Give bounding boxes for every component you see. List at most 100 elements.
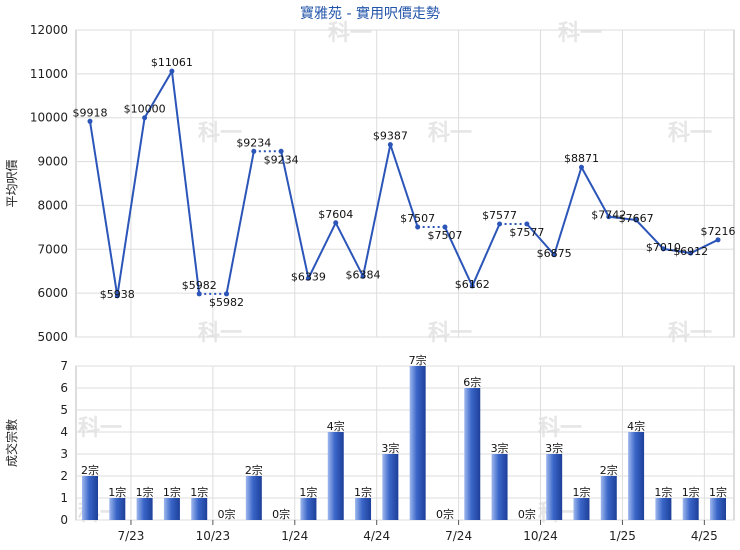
price-point-label: $7216 [701, 225, 736, 238]
volume-bar-label: 1宗 [654, 485, 672, 499]
price-point-label: $8871 [564, 152, 599, 165]
volume-bar-label: 3宗 [491, 441, 509, 455]
xtick-label: 10/24 [523, 529, 558, 543]
price-point [524, 221, 530, 227]
volume-bar [628, 432, 645, 520]
price-point-label: $7577 [482, 209, 517, 222]
volume-bar-label: 3宗 [381, 441, 399, 455]
watermark-text: 科一 [198, 321, 242, 346]
price-point-label: $6384 [346, 268, 381, 281]
price-axis-title: 平均呎價 [5, 159, 19, 207]
price-line-segment [170, 71, 201, 295]
price-point-label: $5938 [100, 288, 135, 301]
volume-bar [655, 498, 672, 520]
xtick-label: 1/24 [281, 529, 308, 543]
volume-bar [491, 454, 508, 520]
price-line-segment [280, 151, 310, 279]
price-point-label: $6162 [455, 278, 490, 291]
price-point-label: $9234 [264, 153, 299, 166]
price-point-label: $9387 [373, 130, 408, 143]
price-ytick-label: 8000 [37, 198, 68, 212]
volume-ytick-label: 4 [60, 425, 68, 439]
volume-bar [710, 498, 726, 520]
watermark-text: 科一 [538, 416, 582, 441]
price-point-label: $11061 [151, 56, 193, 69]
price-line-segment [143, 70, 173, 119]
volume-ytick-label: 7 [60, 359, 68, 373]
volume-bar [136, 498, 153, 520]
volume-bar-label: 1宗 [190, 485, 208, 499]
volume-bar-label: 0宗 [436, 507, 454, 521]
volume-bar-label: 0宗 [272, 507, 290, 521]
price-point-label: $6912 [673, 245, 708, 258]
price-point-label: $7010 [646, 241, 681, 254]
volume-bar-label: 6宗 [463, 375, 481, 389]
price-grid [75, 29, 735, 338]
volume-bar [382, 454, 399, 520]
price-point-label: $7667 [619, 212, 654, 225]
price-point [578, 164, 584, 170]
volume-axis-title: 成交宗數 [4, 419, 19, 467]
volume-bar-label: 1宗 [682, 485, 700, 499]
price-point [660, 246, 666, 252]
price-ytick-label: 6000 [37, 286, 68, 300]
data-labels: 2宗 1宗 1宗 1宗 1宗 0宗 2宗 0宗 1宗 4宗 1宗 3宗 7宗 0宗 6宗 3宗 0宗 3宗 1宗 2宗… [73, 56, 736, 521]
price-line-segment [580, 166, 610, 218]
price-point-label: $9234 [236, 136, 271, 149]
volume-bar [682, 498, 699, 520]
xtick-label: 7/23 [117, 529, 144, 543]
xtick-label: 7/24 [445, 529, 472, 543]
watermark-text: 科一 [428, 121, 472, 146]
watermark-text: 科一 [558, 21, 602, 46]
price-line [87, 68, 721, 299]
volume-bar-label: 1宗 [136, 485, 154, 499]
xtick-label: 4/24 [363, 529, 390, 543]
price-point [305, 275, 311, 281]
price-point-label: $6339 [291, 270, 326, 283]
price-point-label: $5982 [209, 296, 244, 309]
volume-ytick-label: 3 [60, 447, 68, 461]
price-point-label: $5982 [182, 279, 217, 292]
price-point-label: $7507 [400, 212, 435, 225]
volume-bar-label: 1宗 [299, 485, 317, 499]
price-point [715, 237, 721, 243]
price-line-segment [608, 215, 637, 222]
price-point [278, 148, 284, 154]
chart-title: 寶雅苑 - 實用呎價走勢 [300, 5, 440, 22]
price-point-label: $10000 [124, 103, 166, 116]
price-line-segment [444, 226, 474, 287]
volume-ytick-label: 6 [60, 381, 68, 395]
price-line-segment [663, 247, 691, 255]
watermark-text: 科一 [668, 121, 712, 146]
volume-bar-label: 2宗 [245, 463, 263, 477]
volume-bar-label: 0宗 [518, 507, 536, 521]
volume-grid [75, 365, 735, 521]
price-point [87, 118, 93, 124]
price-plot-frame [75, 29, 735, 338]
volume-bar [245, 476, 262, 520]
price-line-segment [690, 238, 719, 255]
watermark-text: 科一 [668, 321, 712, 346]
price-point [360, 273, 366, 279]
volume-bar [109, 498, 126, 520]
volume-bar-label: 1宗 [163, 485, 181, 499]
volume-bar-label: 0宗 [218, 507, 236, 521]
price-line-segment [362, 144, 392, 277]
price-line-segment [225, 151, 255, 295]
volume-ytick-label: 5 [60, 403, 68, 417]
price-line-segment [116, 117, 146, 297]
price-point [497, 221, 503, 227]
volume-bar [300, 498, 317, 520]
price-ytick-label: 9000 [37, 155, 68, 169]
price-line-segment [307, 222, 337, 279]
volume-bar [409, 366, 426, 520]
price-point [551, 252, 557, 258]
price-point-label: $6875 [537, 247, 572, 260]
price-point [114, 293, 120, 299]
price-line-segment [553, 166, 583, 256]
price-point-label: $7507 [427, 229, 462, 242]
volume-bar-label: 4宗 [627, 419, 645, 433]
volume-bar [191, 498, 208, 520]
price-point-label: $7604 [318, 208, 353, 221]
volume-bars [82, 366, 726, 520]
